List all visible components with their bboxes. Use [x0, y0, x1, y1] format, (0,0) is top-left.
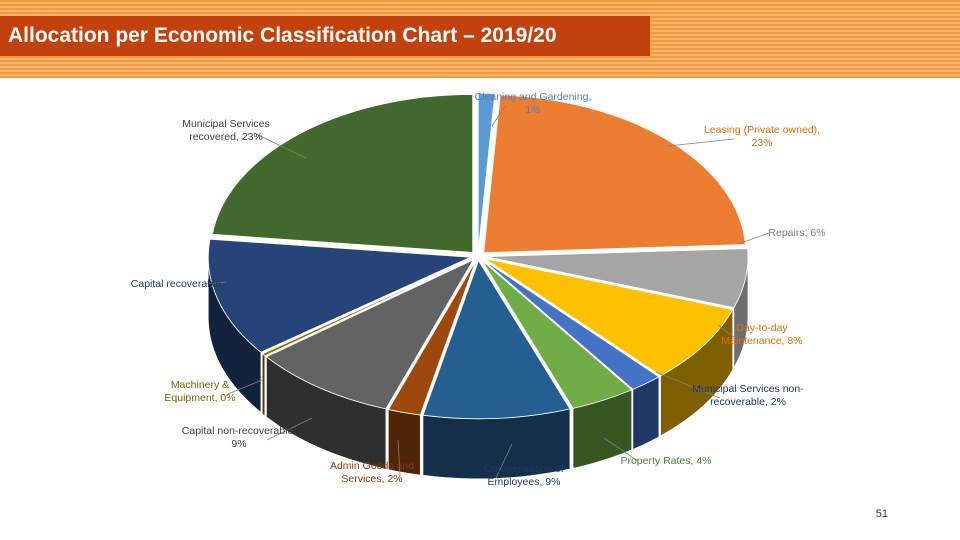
- pie-slice-leasing-private-owned: [483, 94, 746, 254]
- slice-label-admin-goods-and-services: Admin Goods and Services, 2%: [330, 460, 414, 485]
- leader-line-repairs: [737, 232, 770, 245]
- leader-line-compensation-of-employees: [495, 443, 513, 479]
- leader-line-cleaning-and-gardening: [491, 105, 506, 127]
- title-band: [0, 16, 650, 56]
- leader-line-capital-non-recoverable: [266, 417, 313, 441]
- leader-line-property-rates: [603, 437, 639, 462]
- page-number: 51: [875, 508, 888, 520]
- leader-line-municipal-services-recovered: [253, 132, 307, 159]
- slice-label-day-to-day-maintenance: Day-to-day Maintenance, 8%: [721, 322, 802, 347]
- pie-slice-repairs: [485, 248, 749, 309]
- pie-slice-capital-recoverable: [207, 238, 471, 353]
- pie-slice-municipal-services-non-recoverable: [482, 259, 660, 390]
- pie-slice-capital-non-recoverable: [265, 258, 475, 410]
- slice-label-compensation-of-employees: Compensation of Employees, 9%: [484, 463, 563, 488]
- slice-label-cleaning-and-gardening: Cleaning and Gardening, 1%: [475, 91, 592, 116]
- title-banner: Allocation per Economic Classification C…: [0, 0, 960, 78]
- slice-label-municipal-services-recovered: Municipal Services recovered, 23%: [182, 118, 270, 143]
- slice-label-machinery-and-equipment: Machinery & Equipment, 0%: [164, 379, 235, 404]
- slice-label-repairs: Repairs, 6%: [768, 227, 825, 239]
- pie-slices: [207, 92, 749, 420]
- slice-label-capital-recoverable: Capital recoverable: [131, 278, 222, 290]
- pie-labels: Cleaning and Gardening, 1% Leasing (Privat…: [131, 91, 826, 488]
- leader-line-machinery-and-equipment: [227, 379, 263, 395]
- pie-slice-compensation-of-employees: [422, 259, 571, 420]
- leader-line-municipal-services-non-recoverable: [655, 371, 721, 399]
- pie-slice-cleaning-and-gardening: [477, 92, 496, 252]
- pie-side-machinery-and-equipment: [261, 353, 266, 417]
- pie-slice-property-rates: [481, 259, 633, 409]
- leader-line-capital-recoverable: [203, 281, 227, 285]
- leader-line-admin-goods-and-services: [397, 439, 401, 476]
- pie-slice-municipal-services-recovered: [211, 94, 474, 253]
- slice-label-capital-non-recoverable: Capital non-recoverable, 9%: [182, 425, 296, 450]
- leader-line-day-to-day-maintenance: [717, 324, 735, 338]
- slice-label-leasing-private-owned: Leasing (Private owned), 23%: [704, 124, 820, 149]
- pie-slice-day-to-day-maintenance: [484, 258, 734, 377]
- pie-side-walls: [207, 256, 749, 480]
- slice-label-property-rates: Property Rates, 4%: [620, 455, 711, 467]
- pie-slice-machinery-and-equipment: [261, 258, 472, 357]
- pie-slice-admin-goods-and-services: [387, 260, 477, 416]
- leader-line-leasing-private-owned: [667, 138, 735, 147]
- slice-label-municipal-services-non-recoverable: Municipal Services non-recoverable, 2%: [692, 383, 804, 408]
- page-title: Allocation per Economic Classification C…: [8, 24, 557, 47]
